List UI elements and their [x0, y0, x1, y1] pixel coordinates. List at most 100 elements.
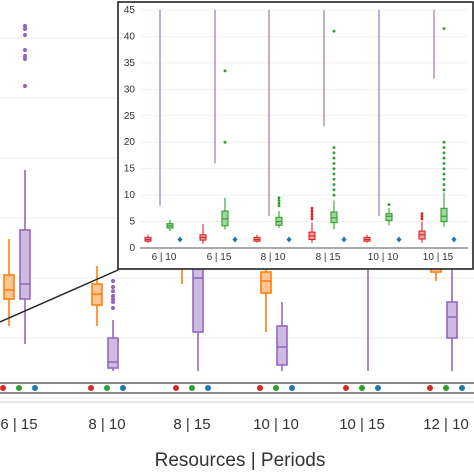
- inset-x-tick-label: 8 | 10: [261, 252, 286, 263]
- zoom-inset: 0 5 10 15 20 25 30 35 40 45 6 | 10 6 | 15 8 | 10 8 | …: [117, 1, 474, 270]
- box-outlier-point: [223, 69, 227, 73]
- box-outlier-point: [110, 299, 116, 305]
- box-outlier-point: [442, 172, 446, 176]
- box-iqr: [3, 274, 15, 300]
- box-outlier-point: [387, 203, 391, 207]
- box-outlier-point: [310, 214, 314, 218]
- ground-marker-blue: [205, 385, 211, 391]
- box-green-810: [275, 196, 283, 228]
- box-outlier-point: [332, 167, 336, 171]
- box-outlier-point: [277, 201, 281, 205]
- box-iqr: [440, 207, 448, 223]
- ground-marker-green: [16, 385, 22, 391]
- inset-x-tick-label: 10 | 15: [423, 252, 454, 263]
- box-red-610: [144, 234, 152, 243]
- box-outlier-point: [277, 196, 281, 200]
- ground-marker-red: [427, 385, 433, 391]
- box-iqr: [276, 325, 288, 366]
- box-outlier-point: [332, 151, 336, 155]
- inset-y-tick-label: 25: [124, 111, 136, 122]
- box-green-1015: [440, 27, 448, 227]
- inset-y-tick-label: 30: [124, 84, 136, 95]
- box-outlier-point: [310, 217, 314, 221]
- box-outlier-point: [420, 212, 424, 216]
- ground-marker-green: [443, 385, 449, 391]
- box-red-615: [199, 224, 207, 244]
- inset-blue-marker: [451, 236, 457, 243]
- box-outlier-point: [110, 296, 116, 302]
- main-x-tick-label: 12 | 10: [423, 416, 469, 433]
- ground-marker-red: [257, 385, 263, 391]
- box-iqr: [107, 337, 119, 369]
- inset-y-tick-label: 10: [124, 190, 136, 201]
- zoom-connector-line: [0, 269, 119, 323]
- box-outlier-point: [310, 209, 314, 213]
- box-green-815: [330, 29, 338, 230]
- box-green-610: [166, 219, 174, 232]
- inset-blue-marker: [341, 236, 347, 243]
- ground-marker-green: [104, 385, 110, 391]
- inset-x-tick-label: 8 | 15: [316, 252, 341, 263]
- inset-x-tick-label: 6 | 15: [207, 252, 232, 263]
- inset-y-tick-label: 45: [124, 5, 136, 16]
- box-outlier-point: [110, 305, 116, 311]
- inset-y-tick-label: 20: [124, 137, 136, 148]
- box-purple-615: [19, 23, 31, 344]
- box-outlier-point: [310, 212, 314, 216]
- inset-blue-marker: [232, 236, 238, 243]
- box-purple-810: [107, 278, 119, 371]
- box-iqr: [385, 213, 393, 222]
- ground-marker-blue: [459, 385, 465, 391]
- box-outlier-point: [442, 140, 446, 144]
- inset-blue-marker: [177, 236, 183, 243]
- box-outlier-point: [22, 32, 28, 38]
- box-outlier-point: [442, 177, 446, 181]
- box-iqr: [260, 271, 272, 294]
- box-green-615: [221, 69, 229, 230]
- ground-marker-green: [189, 385, 195, 391]
- box-outlier-point: [22, 53, 28, 59]
- box-outlier-point: [22, 47, 28, 53]
- box-outlier-point: [442, 183, 446, 186]
- inset-y-tick-label: 40: [124, 31, 136, 42]
- inset-frame: [117, 1, 474, 270]
- box-outlier-point: [442, 188, 446, 192]
- box-outlier-point: [332, 161, 336, 165]
- box-outlier-point: [110, 278, 116, 284]
- inset-y-tick-label: 5: [129, 217, 135, 228]
- box-red-810: [253, 234, 261, 243]
- box-outlier-point: [277, 198, 281, 202]
- inset-x-tick-label: 10 | 10: [368, 252, 399, 263]
- box-orange-810: [91, 266, 103, 326]
- ground-marker-blue: [375, 385, 381, 391]
- box-purple-1210: [446, 266, 458, 371]
- box-outlier-point: [310, 206, 314, 210]
- box-iqr: [446, 301, 458, 339]
- main-x-tick-label: 8 | 10: [88, 416, 125, 433]
- box-outlier-point: [332, 193, 336, 197]
- inset-blue-marker: [286, 236, 292, 243]
- box-outlier-point: [110, 289, 116, 294]
- ground-marker-green: [359, 385, 365, 391]
- inset-y-tick-label: 15: [124, 164, 136, 175]
- box-outlier-point: [22, 56, 28, 62]
- x-axis-title: Resources | Periods: [155, 450, 326, 471]
- inset-y-tick-label: 35: [124, 58, 136, 69]
- box-outlier-point: [442, 146, 446, 149]
- box-outlier-point: [110, 293, 116, 299]
- ground-marker-blue: [120, 385, 126, 391]
- ground-marker-red: [173, 385, 179, 391]
- main-x-tick-label: 10 | 10: [253, 416, 299, 433]
- box-outlier-point: [22, 23, 28, 29]
- main-x-tick-labels: 6 | 15 8 | 10 8 | 15 10 | 10 10 | 15 12 | 10: [0, 416, 468, 433]
- box-outlier-point: [332, 156, 336, 160]
- main-x-tick-label: 8 | 15: [173, 416, 210, 433]
- box-red-815: [308, 206, 316, 243]
- ground-marker-red: [343, 385, 349, 391]
- inset-x-tick-label: 6 | 10: [152, 252, 177, 263]
- box-outlier-point: [420, 217, 424, 221]
- box-outlier-point: [332, 183, 336, 186]
- box-outlier-point: [110, 284, 116, 290]
- box-outlier-point: [442, 161, 446, 165]
- box-outlier-point: [332, 29, 336, 33]
